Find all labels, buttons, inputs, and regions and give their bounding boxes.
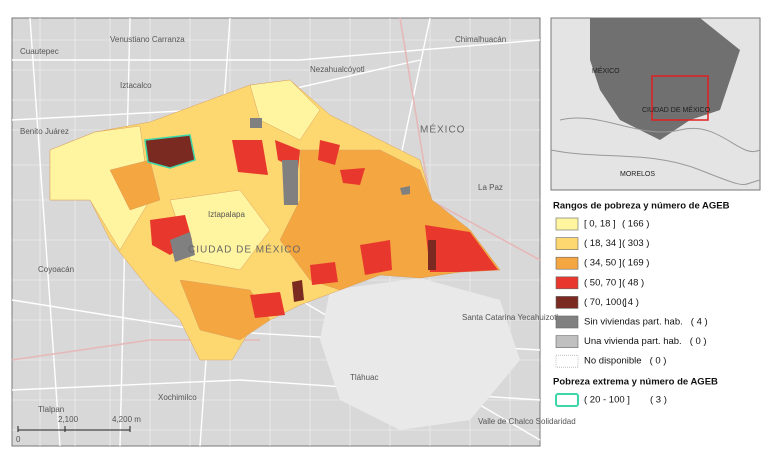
place-label: CIUDAD DE MÉXICO	[188, 243, 301, 256]
legend-count: ( 303 )	[622, 238, 649, 249]
extent-box	[651, 75, 709, 121]
place-label: Tlalpan	[38, 405, 64, 414]
legend-label: No disponible	[584, 356, 642, 367]
legend-count: ( 4 )	[622, 297, 639, 308]
legend-label: Una vivienda part. hab.	[584, 336, 682, 347]
legend-swatch	[555, 315, 579, 329]
legend-swatch	[555, 237, 579, 250]
legend-swatch	[555, 256, 579, 270]
inset-map: MÉXICO CIUDAD DE MÉXICO MORELOS	[550, 17, 761, 191]
legend-count: ( 4 )	[691, 317, 708, 328]
place-label: Coyoacán	[38, 265, 74, 274]
place-label: Nezahualcóyotl	[310, 65, 365, 74]
place-label: Valle de Chalco Solidaridad	[478, 417, 576, 426]
legend-swatch	[555, 393, 579, 407]
legend-label: ( 50, 70 ]	[584, 277, 622, 288]
urban-area	[590, 18, 740, 140]
legend-count: ( 169 )	[622, 258, 649, 269]
legend-title: Rangos de pobreza y número de AGEB	[553, 201, 730, 212]
legend-count: ( 3 )	[650, 395, 667, 406]
legend: Rangos de pobreza y número de AGEB Pobre…	[553, 201, 730, 407]
scale-label: 4,200 m	[112, 415, 141, 424]
main-map: Cuautepec Venustiano Carranza Nezahualcó…	[11, 17, 576, 447]
inset-label: MÉXICO	[592, 66, 620, 75]
legend-label: Sin viviendas part. hab.	[584, 317, 683, 328]
high-poverty-areas	[144, 118, 498, 318]
place-label: Cuautepec	[20, 47, 59, 56]
legend-swatch	[555, 354, 579, 368]
inset-label: CIUDAD DE MÉXICO	[642, 105, 711, 114]
legend-count: ( 0 )	[650, 356, 667, 367]
inset-label: MORELOS	[620, 171, 655, 178]
legend-label: [ 0, 18 ]	[584, 219, 616, 230]
place-label: Iztacalco	[120, 81, 152, 90]
legend-label: ( 20 - 100 ]	[584, 395, 630, 406]
place-label: Santa Catarina Yecahuizotl	[462, 313, 558, 322]
legend-count: ( 0 )	[690, 336, 707, 347]
scale-bar: 0 2,100 4,200 m	[16, 415, 141, 444]
legend-count: ( 48 )	[622, 277, 644, 288]
place-label: Benito Juárez	[20, 127, 69, 136]
scale-label: 2,100	[58, 415, 79, 424]
place-label: Venustiano Carranza	[110, 35, 185, 44]
place-label: Chimalhuacán	[455, 35, 506, 44]
legend-swatch	[555, 296, 579, 309]
hill	[320, 278, 520, 430]
scale-label: 0	[16, 435, 21, 444]
place-label: Iztapalapa	[208, 210, 245, 219]
legend-label: ( 34, 50 ]	[584, 258, 622, 269]
place-label: Xochimilco	[158, 393, 197, 402]
legend-label: ( 18, 34 ]	[584, 238, 622, 249]
legend-label: ( 70, 100 ]	[584, 297, 627, 308]
legend-swatch	[555, 276, 579, 290]
legend-swatch	[555, 217, 579, 231]
place-label: Tláhuac	[350, 373, 378, 382]
legend-title: Pobreza extrema y número de AGEB	[553, 377, 718, 388]
place-label: MÉXICO	[420, 123, 465, 136]
legend-count: ( 166 )	[622, 219, 649, 230]
legend-swatch	[555, 335, 579, 348]
place-label: La Paz	[478, 183, 503, 192]
